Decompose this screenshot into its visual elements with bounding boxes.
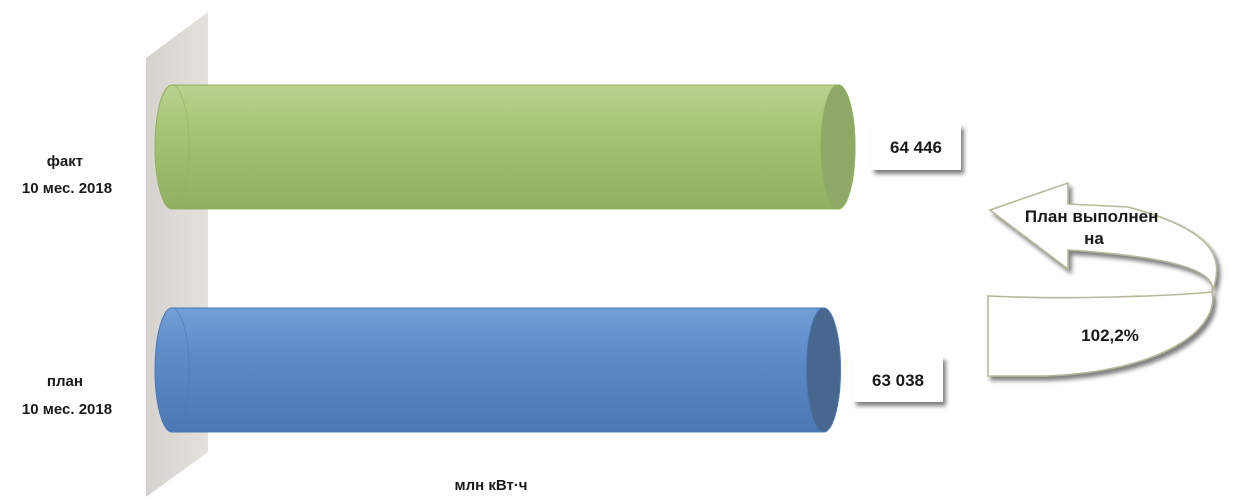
bar-cylinder-plan — [154, 307, 841, 433]
category-label-fact: факт 10 мес. 2018 — [22, 153, 112, 197]
callout-title: План выполнен на — [1025, 207, 1163, 248]
bar-cap-plan — [805, 307, 841, 433]
bar-back-edge-plan — [171, 307, 190, 433]
callout-title-line1: План выполнен — [1025, 207, 1158, 226]
bar-body-fact — [154, 84, 856, 210]
bar-cap-fact — [820, 84, 856, 210]
value-label-fact: 64 446 — [890, 138, 942, 157]
bars-group — [154, 84, 856, 433]
category-label-fact-line2: 10 мес. 2018 — [22, 180, 112, 197]
callout-value: 102,2% — [1081, 326, 1139, 345]
value-label-fact-box: 64 446 — [871, 124, 961, 170]
bar-cylinder-fact — [154, 84, 856, 210]
category-label-plan: план 10 мес. 2018 — [22, 373, 112, 418]
value-label-plan: 63 038 — [872, 371, 924, 390]
callout-title-line2: на — [1084, 229, 1104, 248]
category-label-plan-line2: 10 мес. 2018 — [22, 401, 112, 418]
category-label-plan-line1: план — [47, 373, 83, 390]
value-label-plan-box: 63 038 — [853, 356, 943, 402]
x-axis-label: млн кВт·ч — [454, 477, 527, 494]
category-label-fact-line1: факт — [47, 153, 83, 170]
bar-back-edge-fact — [171, 84, 190, 210]
callout-arrow — [987, 181, 1218, 377]
bar-body-plan — [154, 307, 841, 433]
